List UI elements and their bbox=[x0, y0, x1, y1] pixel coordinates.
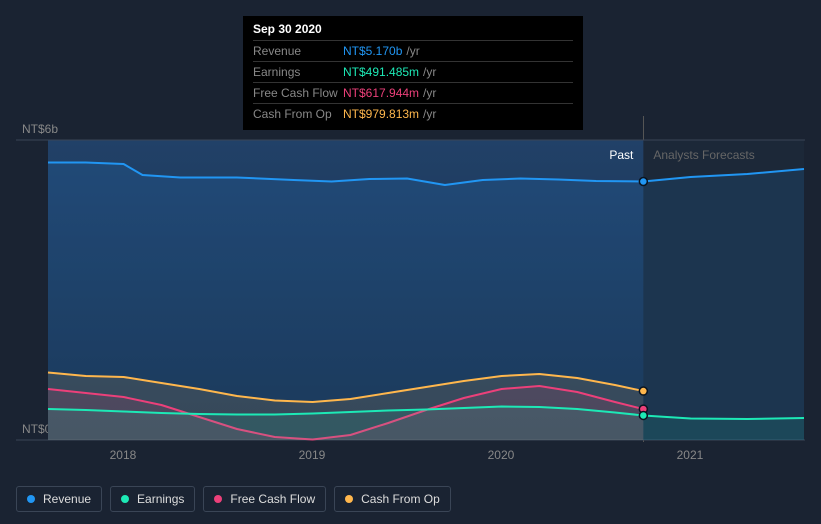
chart-legend: Revenue Earnings Free Cash Flow Cash From O… bbox=[16, 486, 451, 512]
tooltip-row: Cash From OpNT$979.813m/yr bbox=[253, 103, 573, 124]
x-axis-label: 2019 bbox=[299, 448, 326, 462]
legend-dot-icon bbox=[121, 495, 129, 503]
tooltip-metric-label: Earnings bbox=[253, 65, 343, 79]
chart-tooltip: Sep 30 2020 RevenueNT$5.170b/yrEarningsN… bbox=[243, 16, 583, 130]
legend-item-earnings[interactable]: Earnings bbox=[110, 486, 195, 512]
tooltip-metric-suffix: /yr bbox=[406, 44, 419, 58]
legend-item-revenue[interactable]: Revenue bbox=[16, 486, 102, 512]
tooltip-metric-label: Revenue bbox=[253, 44, 343, 58]
legend-label: Cash From Op bbox=[361, 492, 440, 506]
past-label: Past bbox=[609, 148, 633, 162]
tooltip-row: EarningsNT$491.485m/yr bbox=[253, 61, 573, 82]
legend-dot-icon bbox=[345, 495, 353, 503]
x-axis-label: 2018 bbox=[110, 448, 137, 462]
legend-dot-icon bbox=[27, 495, 35, 503]
tooltip-metric-label: Free Cash Flow bbox=[253, 86, 343, 100]
x-axis-label: 2021 bbox=[677, 448, 704, 462]
tooltip-metric-suffix: /yr bbox=[423, 86, 436, 100]
tooltip-metric-suffix: /yr bbox=[423, 107, 436, 121]
legend-item-free-cash-flow[interactable]: Free Cash Flow bbox=[203, 486, 326, 512]
legend-dot-icon bbox=[214, 495, 222, 503]
x-axis-label: 2020 bbox=[488, 448, 515, 462]
tooltip-metric-value: NT$617.944m bbox=[343, 86, 419, 100]
tooltip-metric-value: NT$5.170b bbox=[343, 44, 402, 58]
tooltip-row: RevenueNT$5.170b/yr bbox=[253, 40, 573, 61]
legend-label: Free Cash Flow bbox=[230, 492, 315, 506]
tooltip-date: Sep 30 2020 bbox=[253, 22, 573, 40]
tooltip-metric-value: NT$491.485m bbox=[343, 65, 419, 79]
tooltip-row: Free Cash FlowNT$617.944m/yr bbox=[253, 82, 573, 103]
legend-label: Revenue bbox=[43, 492, 91, 506]
tooltip-metric-value: NT$979.813m bbox=[343, 107, 419, 121]
tooltip-metric-suffix: /yr bbox=[423, 65, 436, 79]
legend-label: Earnings bbox=[137, 492, 184, 506]
tooltip-metric-label: Cash From Op bbox=[253, 107, 343, 121]
legend-item-cash-from-op[interactable]: Cash From Op bbox=[334, 486, 451, 512]
forecast-label: Analysts Forecasts bbox=[653, 148, 754, 162]
